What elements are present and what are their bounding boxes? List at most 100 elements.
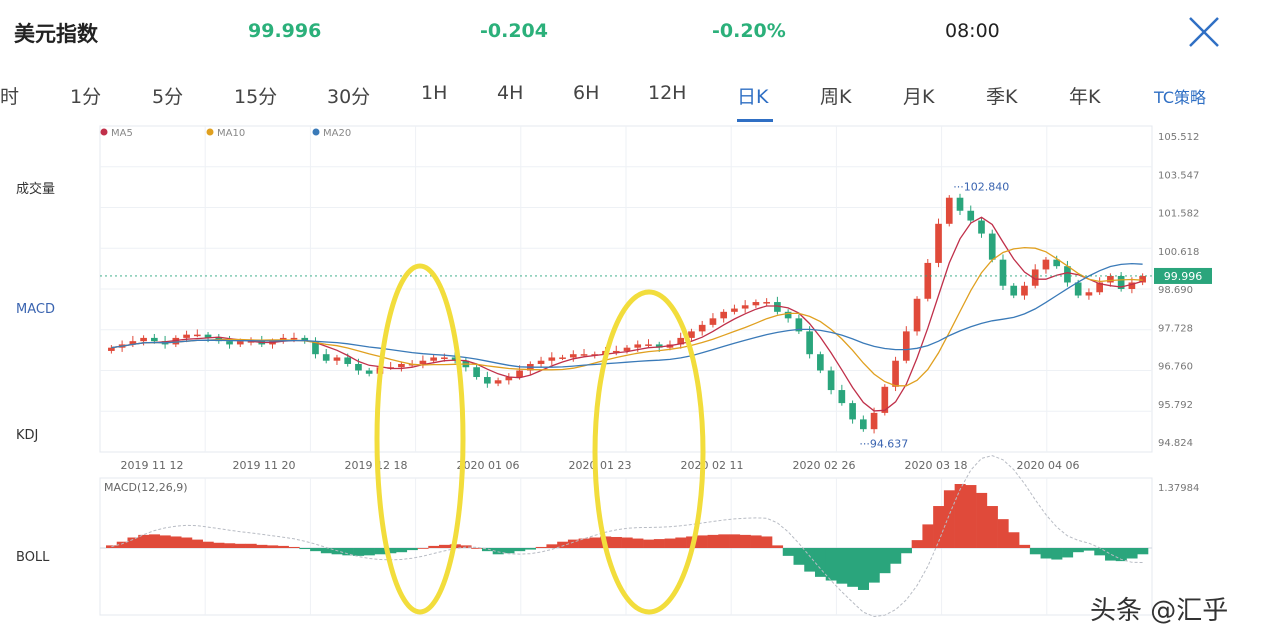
side-boll[interactable]: BOLL bbox=[16, 550, 50, 565]
candle bbox=[419, 360, 427, 364]
candle bbox=[892, 360, 899, 387]
candle bbox=[559, 357, 566, 359]
tab-tc-strategy[interactable]: TC策略 bbox=[1154, 88, 1207, 107]
candle bbox=[795, 318, 803, 332]
macd-bar bbox=[310, 548, 322, 552]
candle bbox=[1117, 275, 1125, 289]
macd-bar bbox=[653, 539, 665, 548]
close-icon[interactable] bbox=[1186, 14, 1222, 50]
candle bbox=[183, 334, 190, 338]
candle bbox=[140, 337, 147, 342]
x-tick-label: 2019 11 12 bbox=[121, 459, 184, 472]
last-price: 99.996 bbox=[248, 20, 322, 42]
tab-quarterly[interactable]: 季K bbox=[986, 86, 1018, 108]
macd-bar bbox=[1115, 548, 1127, 562]
candle bbox=[1128, 282, 1136, 289]
macd-bar bbox=[857, 548, 870, 590]
candle bbox=[924, 262, 932, 299]
tab-daily[interactable]: 日K bbox=[737, 86, 769, 108]
tab-weekly[interactable]: 周K bbox=[820, 86, 852, 108]
macd-bar bbox=[621, 537, 633, 548]
macd-bar bbox=[1062, 548, 1074, 558]
side-volume[interactable]: 成交量 bbox=[16, 182, 56, 197]
tab-1h[interactable]: 1H bbox=[421, 82, 448, 104]
candle bbox=[827, 370, 835, 391]
x-tick-label: 2020 01 23 bbox=[569, 459, 632, 472]
tab-6h[interactable]: 6H bbox=[573, 82, 600, 104]
macd-y-tick: 1.37984 bbox=[1158, 483, 1199, 494]
side-macd[interactable]: MACD bbox=[16, 302, 55, 317]
timeframe-tabs: 时 1分 5分 15分 30分 1H 4H 6H 12H 日K 周K 月K 季K… bbox=[0, 76, 1276, 120]
candle bbox=[333, 357, 341, 361]
macd-bar bbox=[191, 539, 203, 548]
ma-line-ma20 bbox=[111, 262, 1143, 368]
candle bbox=[365, 370, 373, 374]
tab-4h[interactable]: 4H bbox=[497, 82, 524, 104]
tab-1min[interactable]: 1分 bbox=[70, 86, 102, 108]
x-tick-label: 2020 04 06 bbox=[1017, 459, 1080, 472]
macd-bar bbox=[943, 490, 955, 548]
macd-bar bbox=[1126, 548, 1138, 559]
candle bbox=[634, 344, 642, 348]
tab-time[interactable]: 时 bbox=[0, 86, 20, 108]
y-tick-label: 103.547 bbox=[1158, 170, 1199, 181]
macd-bar bbox=[535, 546, 547, 548]
tab-30min[interactable]: 30分 bbox=[327, 86, 371, 108]
side-kdj[interactable]: KDJ bbox=[16, 428, 39, 443]
macd-bar bbox=[632, 538, 644, 548]
macd-bar bbox=[148, 534, 161, 548]
candle bbox=[516, 370, 523, 378]
candle bbox=[548, 357, 556, 361]
candle bbox=[1107, 275, 1114, 283]
macd-bar bbox=[1105, 548, 1117, 561]
quote-header: 美元指数 99.996 -0.204 -0.20% 08:00 bbox=[0, 0, 1276, 62]
min-price-label: ···94.637 bbox=[859, 438, 908, 451]
macd-bar bbox=[986, 506, 998, 548]
candle bbox=[204, 334, 212, 338]
candle bbox=[580, 354, 588, 356]
macd-bar bbox=[1019, 544, 1031, 548]
macd-bar bbox=[739, 534, 751, 548]
macd-bar bbox=[578, 538, 590, 548]
candle bbox=[301, 337, 309, 342]
macd-bar bbox=[804, 548, 816, 572]
tab-monthly[interactable]: 月K bbox=[903, 86, 935, 108]
macd-bar bbox=[127, 537, 139, 548]
macd-bar bbox=[406, 548, 418, 551]
macd-bar bbox=[546, 544, 558, 548]
x-tick-label: 2020 01 06 bbox=[457, 459, 520, 472]
candle bbox=[752, 302, 760, 306]
candle bbox=[322, 354, 330, 361]
tab-15min[interactable]: 15分 bbox=[234, 86, 278, 108]
x-tick-label: 2020 03 18 bbox=[905, 459, 968, 472]
candle bbox=[1031, 269, 1039, 286]
candle bbox=[688, 331, 695, 338]
candle bbox=[956, 197, 964, 211]
macd-bar bbox=[277, 545, 289, 548]
candle bbox=[698, 324, 706, 332]
macd-label: MACD(12,26,9) bbox=[104, 481, 188, 494]
candle bbox=[817, 354, 824, 371]
legend-label: MA10 bbox=[217, 128, 245, 139]
macd-bar bbox=[965, 485, 977, 548]
macd-bar bbox=[342, 548, 354, 556]
candle bbox=[838, 390, 846, 404]
y-tick-label: 95.792 bbox=[1158, 400, 1193, 411]
candle bbox=[731, 308, 738, 312]
candle bbox=[430, 357, 437, 361]
macd-bar bbox=[879, 548, 891, 574]
last-price-tag-label: 99.996 bbox=[1164, 270, 1203, 283]
candle bbox=[129, 341, 137, 345]
tab-12h[interactable]: 12H bbox=[648, 82, 687, 104]
candle bbox=[537, 360, 545, 364]
tab-yearly[interactable]: 年K bbox=[1069, 86, 1101, 108]
macd-bar bbox=[514, 548, 526, 552]
candle bbox=[1021, 285, 1028, 296]
macd-bar bbox=[245, 543, 257, 548]
candle bbox=[473, 367, 480, 378]
last-price-tag bbox=[1154, 267, 1212, 284]
y-tick-label: 98.690 bbox=[1158, 285, 1193, 296]
tab-5min[interactable]: 5分 bbox=[152, 86, 184, 108]
candle bbox=[999, 259, 1007, 286]
